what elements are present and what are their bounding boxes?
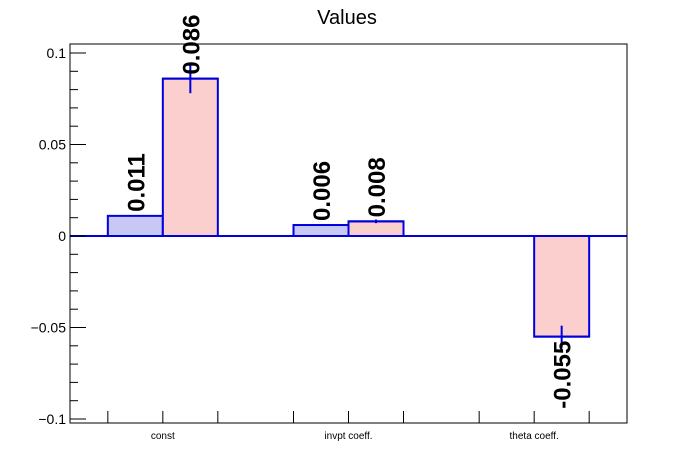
data-label: 0.011 [123, 153, 150, 212]
y-tick-label: −0.1 [38, 411, 66, 427]
y-tick-label: 0.1 [47, 45, 67, 61]
labels-layer: 0.011 0.086 0.006 0.008 -0.055 [123, 15, 576, 409]
y-tick-label: −0.05 [31, 320, 67, 336]
y-tick-label: 0 [58, 228, 66, 244]
x-category-label: const [151, 431, 175, 442]
axes-layer: 0.1 0.05 0 −0.05 −0.1 const invpt coeff. theta … [31, 43, 628, 442]
bar-theta-coeff--s2 [533, 235, 591, 338]
bar-const-s2 [161, 77, 219, 238]
x-category-label: theta coeff. [510, 431, 559, 442]
y-tick-label: 0.05 [39, 137, 66, 153]
data-label: 0.086 [178, 15, 205, 75]
data-label: 0.006 [309, 161, 336, 221]
bar-const-s1 [106, 214, 164, 237]
data-label: 0.008 [364, 157, 391, 217]
data-label: -0.055 [550, 341, 577, 409]
bar-invpt-coeff--s1 [292, 224, 350, 238]
bar-invpt-coeff--s2 [347, 220, 405, 238]
x-category-label: invpt coeff. [324, 431, 372, 442]
chart-title: Values [317, 7, 377, 29]
